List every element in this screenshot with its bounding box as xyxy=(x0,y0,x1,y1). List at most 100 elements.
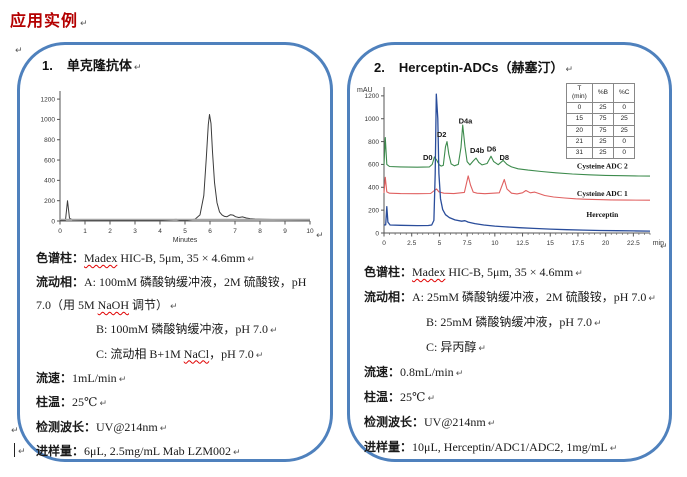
y-tick-label: 800 xyxy=(44,137,55,144)
paragraph-return-mark: ↵ xyxy=(316,231,324,241)
panel-1-title: 单克隆抗体 xyxy=(66,58,132,73)
series-cysteine-adc-1 xyxy=(383,175,651,201)
spec-label: 流动相： xyxy=(36,275,85,290)
spec-value: A: 100mM 磷酸钠缓冲液，2M 硫酸铵，pH xyxy=(84,275,307,290)
spec-line: 色谱柱：Madex HIC-B, 5μm, 35 × 4.6mm ↵ xyxy=(364,261,656,286)
y-tick-label: 400 xyxy=(368,185,379,192)
panel-herceptin-adcs: 2. Herceptin-ADCs（赫塞汀） ↵ 0 200 400 600 800 1000… xyxy=(347,42,672,462)
paragraph-return-mark: ↵ xyxy=(99,399,107,410)
misspelled-word: Madex xyxy=(412,265,446,279)
gradient-table-cell: 25 xyxy=(591,135,614,148)
misspelled-word: NaOH xyxy=(97,297,129,312)
paragraph-return-mark: ↵ xyxy=(594,319,602,329)
y-tick-label: 600 xyxy=(368,162,379,169)
y-tick-label: 800 xyxy=(368,139,379,146)
x-tick-label: 2 xyxy=(108,228,112,235)
series-cysteine-adc-2 xyxy=(383,124,651,177)
spec-label: 检测波长： xyxy=(364,415,425,429)
gradient-table-cell: 0 xyxy=(612,102,636,115)
chromatogram-adcs: 0 200 400 600 800 1000 1200 0 2.5 5 7.5 10 12.5 15 17.… xyxy=(354,82,666,257)
y-tick-label: 600 xyxy=(44,157,55,164)
paragraph-return-mark: ↵ xyxy=(609,444,618,454)
chromatogram-svg: 0 200 400 600 800 1000 1200 0 1 2 3 4 5 6 7 8 9 10 Minutes xyxy=(41,91,314,244)
spec-value: UV@214nm xyxy=(96,419,158,434)
gradient-table-cell: 25 xyxy=(591,102,614,115)
paragraph-return-mark: ↵ xyxy=(233,448,241,459)
x-axis-title: Minutes xyxy=(173,237,198,244)
paragraph-return-mark: ↵ xyxy=(159,423,168,434)
x-tick-label: 10 xyxy=(491,240,499,247)
series-herceptin xyxy=(383,93,651,232)
gradient-table-header: %C xyxy=(612,82,636,104)
paragraph-return-mark: ↵ xyxy=(575,269,583,279)
paragraph-return-mark: ↵ xyxy=(133,63,142,73)
x-tick-label: 20 xyxy=(602,240,610,247)
spec-value: HIC-B, 5μm, 35 × 4.6mm xyxy=(117,251,246,265)
spec-label: 色谱柱： xyxy=(364,265,413,279)
peak-label-d6: D6 xyxy=(487,144,497,153)
spec-value: A: 25mM 磷酸钠缓冲液，2M 硫酸铵，pH 7.0 xyxy=(412,290,647,304)
paragraph-return-mark: ↵ xyxy=(247,255,255,265)
paragraph-return-mark: ↵ xyxy=(80,19,89,29)
paragraph-return-mark: ↵ xyxy=(11,426,19,436)
peak-label-d4b: D4b xyxy=(470,146,485,155)
x-tick-label: 6 xyxy=(208,228,212,235)
x-tick-label: 2.5 xyxy=(407,240,416,247)
gradient-table-cell: 31 xyxy=(566,146,593,159)
x-tick-label: 0 xyxy=(58,228,62,235)
spec-label: 柱温： xyxy=(36,395,73,410)
gradient-table-cell: 21 xyxy=(566,135,593,148)
y-tick-label: 0 xyxy=(375,230,379,237)
text-cursor xyxy=(14,443,15,457)
legend-herceptin: Herceptin xyxy=(586,210,619,219)
spec-value: HIC-B, 5μm, 35 × 4.6mm xyxy=(445,265,574,279)
misspelled-word: NaCl xyxy=(183,346,210,361)
spec-line: 流速：1mL/min ↵ xyxy=(36,367,328,391)
spec-value: 调节） xyxy=(129,297,169,312)
spec-line: 柱温：25℃ ↵ xyxy=(364,386,656,411)
gradient-table-header: %B xyxy=(591,82,614,104)
x-tick-label: 7.5 xyxy=(463,240,472,247)
paragraph-return-mark: ↵ xyxy=(270,326,278,337)
spec-line: 进样量：6μL, 2.5mg/mL Mab LZM002 ↵ xyxy=(36,440,328,464)
x-tick-label: 3 xyxy=(133,228,137,235)
x-tick-label: 17.5 xyxy=(572,240,585,247)
gradient-table-row: 0 25 0 xyxy=(566,102,636,115)
spec-value: 7.0（用 5M xyxy=(36,297,98,312)
spec-value: C: 异丙醇 xyxy=(426,340,477,354)
spec-value: 6μL, 2.5mg/mL Mab LZM002 xyxy=(84,444,231,459)
spec-line: 色谱柱：Madex HIC-B, 5μm, 35 × 4.6mm ↵ xyxy=(36,247,328,271)
y-tick-label: 1000 xyxy=(365,116,380,123)
spec-value: UV@214nm xyxy=(424,415,486,429)
spec-line: 7.0（用 5M NaOH 调节） ↵ xyxy=(36,294,328,318)
chromatogram-mab: 0 200 400 600 800 1000 1200 0 1 2 3 4 5 6 7 8 9 10 Minutes xyxy=(24,83,324,245)
spec-value: 25℃ xyxy=(72,395,98,410)
spec-line: B: 25mM 磷酸钠缓冲液，pH 7.0 ↵ xyxy=(364,311,656,336)
paragraph-return-mark: ↵ xyxy=(660,242,668,252)
peak-label-d4a: D4a xyxy=(459,116,474,125)
spec-value: 0.8mL/min xyxy=(400,365,454,379)
legend-cysteine-adc-1: Cysteine ADC 1 xyxy=(577,189,628,198)
spec-line: C: 异丙醇 ↵ xyxy=(364,336,656,361)
paragraph-return-mark: ↵ xyxy=(648,294,656,304)
y-tick-label: 0 xyxy=(51,218,55,225)
gradient-table-cell: 75 xyxy=(591,113,614,126)
x-tick-label: 12.5 xyxy=(516,240,529,247)
panel-2-number: 2. xyxy=(374,60,385,75)
gradient-table-cell: 0 xyxy=(612,146,636,159)
spec-label: 进样量： xyxy=(364,440,413,454)
paragraph-return-mark: ↵ xyxy=(118,375,127,386)
misspelled-word: Madex xyxy=(84,251,118,265)
gradient-table-cell: 15 xyxy=(566,113,593,126)
gradient-table-cell: 0 xyxy=(566,102,593,115)
gradient-table-row: 15 75 25 xyxy=(566,113,636,126)
spec-label: 流速： xyxy=(36,371,73,386)
paragraph-return-mark: ↵ xyxy=(427,394,435,404)
method-specs-mab: 色谱柱：Madex HIC-B, 5μm, 35 × 4.6mm ↵ 流动相：A: … xyxy=(36,247,328,465)
spec-line: 柱温：25℃ ↵ xyxy=(36,391,328,415)
spec-line: 流动相：A: 25mM 磷酸钠缓冲液，2M 硫酸铵，pH 7.0 ↵ xyxy=(364,286,656,311)
spec-value: 25℃ xyxy=(400,390,426,404)
spec-line: 检测波长：UV@214nm ↵ xyxy=(364,411,656,436)
